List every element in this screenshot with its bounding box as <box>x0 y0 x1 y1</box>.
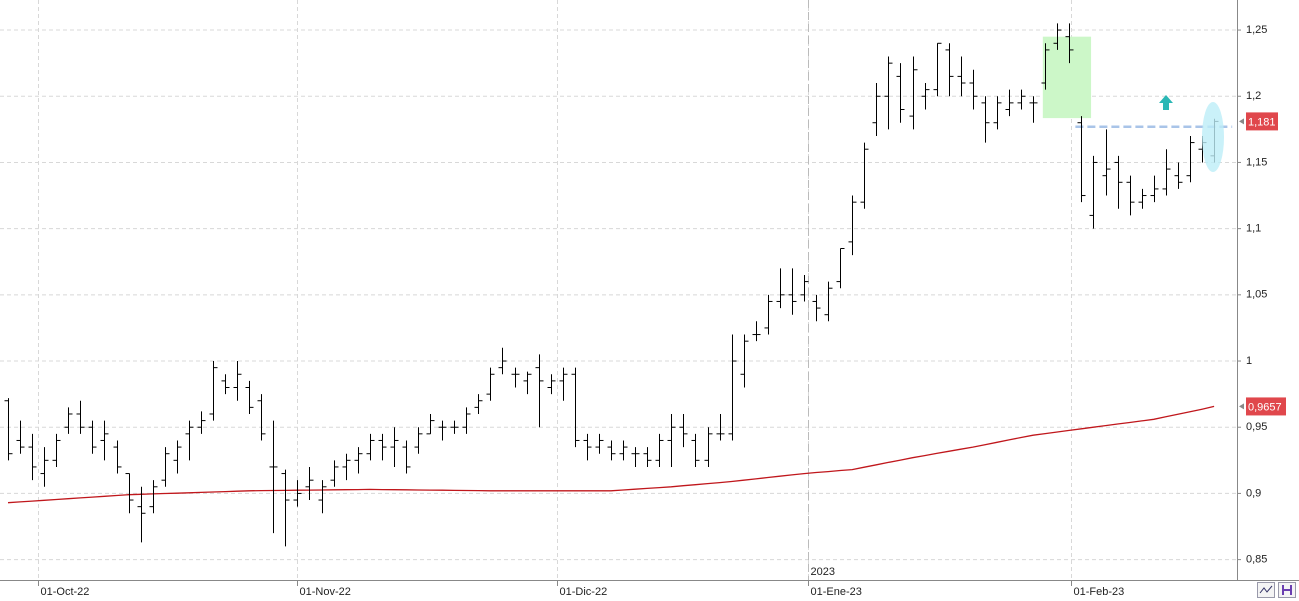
y-tick-label: 1,05 <box>1246 289 1267 301</box>
x-tick-label: 01-Nov-22 <box>300 586 351 598</box>
x-tick-label: 01-Oct-22 <box>41 586 90 598</box>
price-tag <box>1246 112 1278 131</box>
price-tag-pointer <box>1239 118 1244 125</box>
h-icon-glyph <box>1282 585 1292 595</box>
year-label: 2023 <box>811 566 835 578</box>
x-tick-label: 01-Feb-23 <box>1074 586 1125 598</box>
y-tick-label: 1 <box>1246 355 1252 367</box>
y-tick-label: 1,15 <box>1246 156 1267 168</box>
y-tick-label: 1,2 <box>1246 90 1261 102</box>
moving-average <box>7 405 1215 504</box>
y-tick-label: 0,9 <box>1246 487 1261 499</box>
gap-zone <box>1042 36 1092 119</box>
y-tick-label: 1,1 <box>1246 223 1261 235</box>
price-tag-label: 1,181 <box>1248 116 1276 128</box>
zoom-icon-glyph <box>1259 585 1273 594</box>
price-tag <box>1246 397 1286 416</box>
plot-layer: 0,85 0,9 0,95 1 1,05 1,1 1,15 1,2 1,25 01-Oct-22 0… <box>4 23 1286 598</box>
price-tag-label: 0,9657 <box>1248 401 1282 413</box>
x-tick-label: 01-Ene-23 <box>811 586 862 598</box>
toolbar-icons <box>1257 582 1296 598</box>
up-arrow <box>1159 95 1173 110</box>
y-tick-label: 1,25 <box>1246 24 1267 36</box>
y-tick-label: 0,85 <box>1246 554 1267 566</box>
y-tick-label: 0,95 <box>1246 421 1267 433</box>
x-tick-label: 01-Dic-22 <box>560 586 608 598</box>
highlight-ellipse <box>1202 102 1224 172</box>
price-tag-pointer <box>1239 403 1244 410</box>
